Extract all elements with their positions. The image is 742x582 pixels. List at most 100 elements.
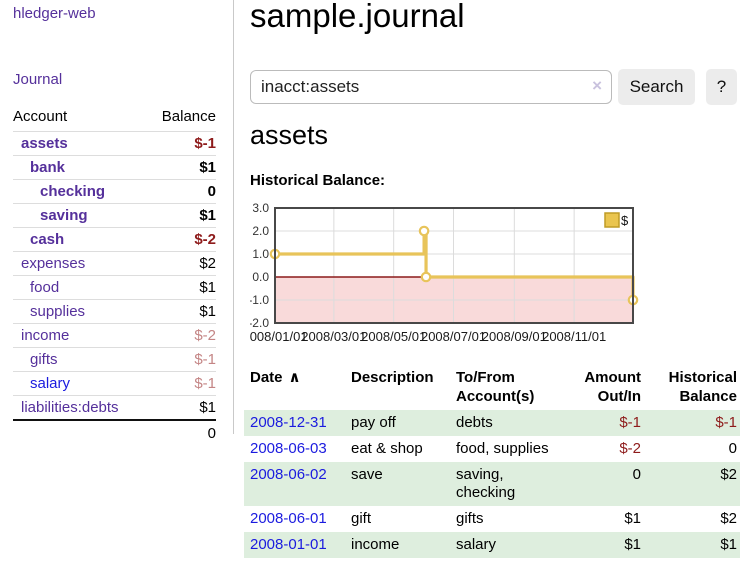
transaction-balance: $2 [720,466,737,483]
register-row: 2008-01-01 income salary $1 $1 [244,532,740,558]
transaction-description: income [351,536,400,553]
y-axis-tick-label: -2.0 [250,316,269,330]
sidebar-item-journal[interactable]: Journal [13,71,63,88]
transaction-date-link[interactable]: 2008-12-31 [250,414,327,431]
transaction-balance: 0 [728,440,737,457]
account-balance: $-1 [147,371,216,396]
transaction-amount: $1 [624,510,641,527]
register-table: Date ∧ Description To/From Account(s) Amo… [244,362,740,558]
register-header-description: Description [351,369,434,386]
transaction-amount: 0 [632,466,641,483]
account-link[interactable]: liabilities:debts [21,399,119,416]
account-link[interactable]: income [21,327,70,344]
search-box: × [250,70,612,104]
accounts-total-row: 0 [13,419,216,445]
transaction-accounts: gifts [456,510,484,527]
account-row: income $-2 [13,323,216,348]
sort-ascending-icon: ∧ [288,369,301,386]
help-button[interactable]: ? [706,69,737,105]
account-link[interactable]: checking [40,183,106,200]
account-link[interactable]: bank [30,159,66,176]
register-row: 2008-06-01 gift gifts $1 $2 [244,506,740,532]
transaction-amount: $1 [624,536,641,553]
account-link[interactable]: cash [30,231,65,248]
account-balance: $1 [147,203,216,228]
account-row: bank $1 [13,155,216,180]
transaction-balance: $1 [720,536,737,553]
account-row: food $1 [13,275,216,300]
register-row: 2008-06-02 save saving, checking 0 $2 [244,462,740,506]
account-link[interactable]: food [30,279,60,296]
account-balance: $1 [147,275,216,300]
account-row: checking 0 [13,179,216,204]
accounts-header-balance: Balance [147,103,216,132]
transaction-amount: $-2 [619,440,641,457]
account-link[interactable]: saving [40,207,88,224]
transaction-date-link[interactable]: 2008-06-01 [250,510,327,527]
x-axis-tick-label: 2008/05/01 [361,329,426,344]
y-axis-tick-label: 3.0 [252,201,269,215]
x-axis-tick-label: 2008/09/01 [482,329,547,344]
app-title-link[interactable]: hledger-web [13,5,96,22]
transaction-date-link[interactable]: 2008-06-03 [250,440,327,457]
account-link[interactable]: supplies [30,303,86,320]
account-row: cash $-2 [13,227,216,252]
account-link[interactable]: expenses [21,255,86,272]
account-balance: $-1 [147,131,216,156]
search-input[interactable] [250,70,612,104]
account-balance: $-1 [147,347,216,372]
account-balance: $1 [147,299,216,324]
account-balance: $-2 [147,323,216,348]
y-axis-tick-label: 2.0 [252,224,269,238]
x-axis-tick-label: 2008/11/01 [542,329,606,344]
transaction-description: eat & shop [351,440,423,457]
transaction-balance: $-1 [715,414,737,431]
account-row: liabilities:debts $1 [13,395,216,421]
y-axis-tick-label: 0.0 [252,270,269,284]
account-row: assets $-1 [13,131,216,156]
register-header-date[interactable]: Date ∧ [244,362,345,410]
register-row: 2008-12-31 pay off debts $-1 $-1 [244,410,740,436]
register-header-amount: Amount Out/In [584,369,641,405]
sidebar: hledger-web Journal Account Balance asse… [0,0,234,445]
account-row: gifts $-1 [13,347,216,372]
account-balance: $2 [147,251,216,276]
account-heading: assets [250,120,329,150]
search-form: × Search ? [250,69,737,105]
account-link[interactable]: gifts [30,351,58,368]
register-header-date-label: Date [250,369,283,386]
accounts-header-account: Account [13,103,148,132]
transaction-accounts: salary [456,536,497,553]
chart-data-point [420,271,432,283]
transaction-accounts: saving, checking [456,466,516,501]
historical-balance-chart[interactable]: $3.0 2.0 1.0 0.0 -1.0 -2.02008/01/012008/03/0… [250,200,742,352]
account-link[interactable]: assets [21,135,68,152]
account-balance: $-2 [147,227,216,252]
search-button[interactable]: Search [618,69,695,105]
account-row: supplies $1 [13,299,216,324]
transaction-balance: $2 [720,510,737,527]
account-row: salary $-1 [13,371,216,396]
transaction-accounts: debts [456,414,493,431]
chart-data-point [418,225,430,237]
chart-title: Historical Balance: [250,172,386,189]
transaction-date-link[interactable]: 2008-01-01 [250,536,327,553]
transaction-description: gift [351,510,372,527]
account-balance: $1 [147,155,216,180]
y-axis-tick-label: -1.0 [250,293,269,307]
register-header-row: Date ∧ Description To/From Account(s) Amo… [244,362,740,410]
accounts-total-spacer [13,419,148,445]
account-row: saving $1 [13,203,216,228]
account-link[interactable]: salary [30,375,71,392]
legend-swatch-icon [604,212,620,228]
transaction-description: pay off [351,414,396,431]
y-axis-tick-label: 1.0 [252,247,269,261]
transaction-date-link[interactable]: 2008-06-02 [250,466,327,483]
transaction-amount: $-1 [619,414,641,431]
clear-search-icon[interactable]: × [592,76,602,95]
chart-border [274,207,634,324]
x-axis-tick-label: 2008/03/01 [301,329,366,344]
account-row: expenses $2 [13,251,216,276]
transaction-accounts: food, supplies [456,440,549,457]
account-balance: 0 [147,179,216,204]
